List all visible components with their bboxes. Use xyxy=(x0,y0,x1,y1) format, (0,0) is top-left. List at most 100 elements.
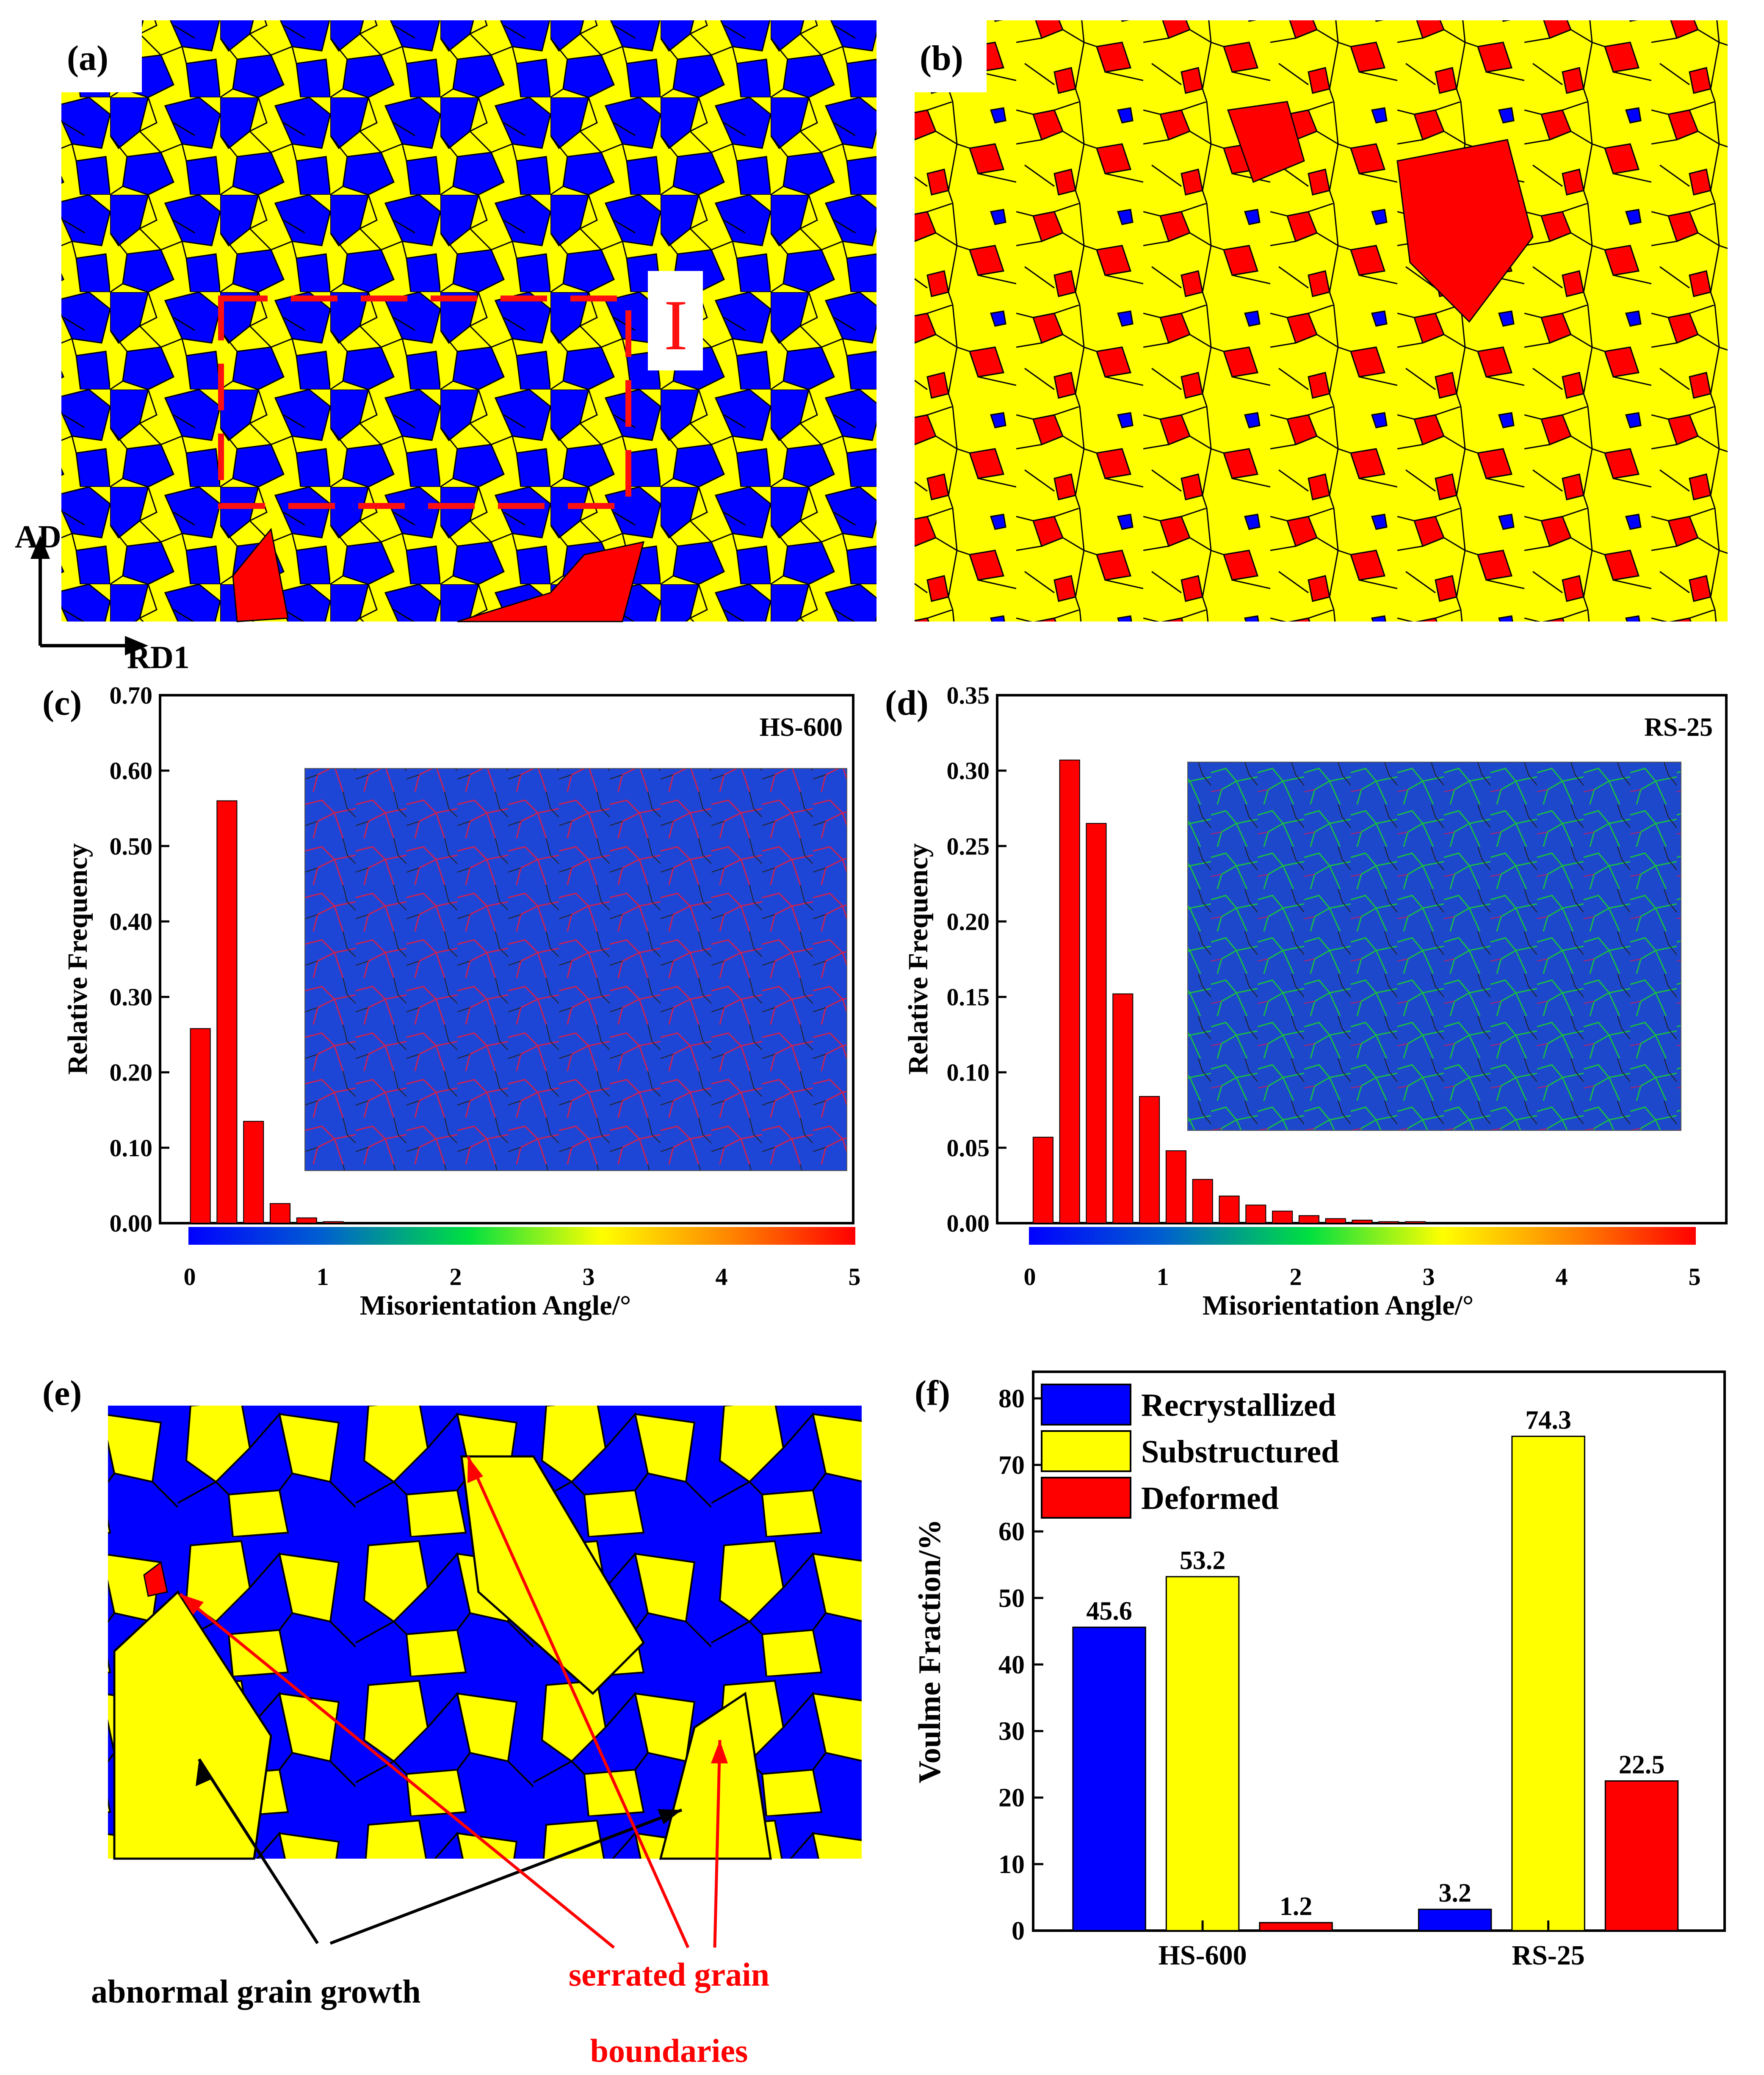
x-axis-label-c: Misorientation Angle/° xyxy=(360,1290,631,1321)
y-tick-label: 60 xyxy=(998,1517,1025,1546)
histogram-bar xyxy=(1378,1221,1399,1224)
x-category-label: RS-25 xyxy=(1512,1940,1584,1971)
x-tick-label: 4 xyxy=(1556,1263,1568,1290)
histogram-bar xyxy=(1245,1205,1266,1224)
bars-f: 45.6 53.2 1.2 3.2 74.3 22.5 xyxy=(1072,1406,1679,1931)
y-tick-label: 0.10 xyxy=(947,1059,990,1086)
arrow-red-1 xyxy=(179,1593,615,1949)
histogram-bar xyxy=(190,1028,211,1224)
map-e-abnormal-grain xyxy=(113,1590,272,1860)
histogram-bar xyxy=(1325,1218,1346,1224)
y-tick-label: 0.20 xyxy=(947,908,990,935)
y-tick-label: 0.30 xyxy=(110,984,153,1011)
data-label: 22.5 xyxy=(1619,1750,1665,1779)
arrow-black-2 xyxy=(329,1808,683,1945)
histogram-bar xyxy=(269,1203,291,1224)
y-tick-label: 0.25 xyxy=(947,832,990,860)
y-tick-label: 50 xyxy=(998,1584,1025,1613)
arrow-up-icon xyxy=(30,536,50,559)
bar-deformed-hs-600 xyxy=(1259,1922,1333,1931)
x-tick-label: 4 xyxy=(716,1263,728,1290)
map-b-ebsd xyxy=(915,20,1728,622)
y-tick-label: 30 xyxy=(998,1717,1025,1746)
y-ticks-f: 0 10 20 30 40 50 60 70 80 xyxy=(998,1384,1043,1945)
bars-c xyxy=(190,800,370,1224)
x-tick-label: 3 xyxy=(1423,1263,1435,1290)
y-tick-label: 80 xyxy=(998,1384,1025,1413)
legend-label: Deformed xyxy=(1141,1481,1279,1516)
y-tick-label: 70 xyxy=(998,1451,1025,1480)
y-axis-label-f: Voulme Fraction/% xyxy=(912,1519,947,1783)
histogram-bar xyxy=(349,1222,370,1224)
bar-recrystallized-rs-25 xyxy=(1418,1909,1492,1931)
map-e-abnormal-grain xyxy=(460,1455,645,1695)
x-categories-f: HS-600 RS-25 xyxy=(1158,1920,1585,1971)
data-label: 53.2 xyxy=(1180,1546,1226,1575)
panel-f: (f) 45.6 53.2 1.2 3.2 74.3 22.5 0 10 20 30 40 50 60… xyxy=(912,1370,1726,1971)
y-tick-label: 0.70 xyxy=(110,682,153,709)
arrow-red-2 xyxy=(466,1456,690,1948)
bar-deformed-rs-25 xyxy=(1604,1780,1679,1931)
x-ticks-c: 0 1 2 3 4 5 xyxy=(184,1263,861,1290)
histogram-bar xyxy=(1032,1136,1053,1224)
arrow-head-icon xyxy=(658,1809,682,1824)
legend-swatch xyxy=(1041,1477,1131,1519)
x-ticks-d: 0 1 2 3 4 5 xyxy=(1024,1263,1701,1290)
panel-label-f: (f) xyxy=(915,1373,950,1413)
panel-a: (a) I AD RD1 xyxy=(15,20,876,675)
panel-c: (c) 0.00 0.10 0.20 0.30 0.40 0.50 0.60 0.70 0 1 2… xyxy=(42,682,861,1321)
panel-label-a: (a) xyxy=(67,39,108,78)
y-tick-label: 0.20 xyxy=(110,1059,153,1086)
histogram-bar xyxy=(1112,993,1134,1224)
annotation-serrated-line2: boundaries xyxy=(590,2032,748,2069)
panel-label-c: (c) xyxy=(42,683,82,723)
map-e-abnormal-grain xyxy=(659,1691,772,1860)
data-label: 1.2 xyxy=(1280,1892,1313,1921)
region-label-I: I xyxy=(664,285,688,365)
histogram-bar xyxy=(216,800,238,1224)
y-tick-label: 0.35 xyxy=(947,682,990,709)
bar-substructured-rs-25 xyxy=(1511,1435,1585,1931)
colorbar-c xyxy=(188,1227,855,1245)
bar-substructured-hs-600 xyxy=(1165,1576,1240,1931)
y-ticks-d: 0.00 0.05 0.10 0.15 0.20 0.25 0.30 0.35 xyxy=(947,682,1006,1237)
y-tick-label: 0.40 xyxy=(110,908,153,935)
y-tick-label: 0.60 xyxy=(110,757,153,785)
arrow-black-1 xyxy=(198,1758,319,1944)
map-a-deformed-grain xyxy=(457,541,645,622)
chart-title-d: RS-25 xyxy=(1644,713,1713,742)
axis-arrows: AD RD1 xyxy=(15,519,190,675)
map-b-deformed-cluster xyxy=(1227,101,1305,183)
histogram-bar xyxy=(1139,1096,1160,1224)
histogram-bar xyxy=(1059,760,1080,1224)
region-label-bg xyxy=(648,271,703,370)
panel-label-d: (d) xyxy=(885,683,929,723)
bar-recrystallized-hs-600 xyxy=(1072,1626,1146,1931)
map-e-deformed-grain xyxy=(143,1561,168,1597)
x-tick-label: 1 xyxy=(317,1263,329,1290)
histogram-bar xyxy=(1192,1179,1213,1224)
histogram-bar xyxy=(1405,1221,1426,1224)
x-tick-label: 2 xyxy=(1290,1263,1302,1290)
arrow-red-3 xyxy=(713,1740,722,1948)
y-tick-label: 0.05 xyxy=(947,1134,990,1162)
annotation-abnormal-grain-growth: abnormal grain growth xyxy=(91,1973,421,2010)
x-tick-label: 0 xyxy=(184,1263,196,1290)
y-tick-label: 40 xyxy=(998,1650,1025,1679)
inset-map-d xyxy=(1187,762,1681,1131)
histogram-bar xyxy=(1352,1219,1373,1224)
arrow-head-icon xyxy=(180,1594,204,1615)
y-tick-label: 0 xyxy=(1012,1917,1025,1945)
arrow-head-icon xyxy=(467,1456,483,1483)
arrow-head-icon xyxy=(711,1740,728,1763)
arrow-right-icon xyxy=(125,636,148,655)
data-label: 45.6 xyxy=(1086,1597,1132,1625)
histogram-bar xyxy=(1272,1210,1293,1224)
y-tick-label: 0.30 xyxy=(947,757,990,785)
data-label: 74.3 xyxy=(1525,1406,1571,1434)
panel-e: (e) abnormal grain growth serrated grain… xyxy=(42,1373,862,2069)
arrow-head-icon xyxy=(196,1759,211,1786)
y-tick-label: 0.50 xyxy=(110,832,153,860)
y-ticks-c: 0.00 0.10 0.20 0.30 0.40 0.50 0.60 0.70 xyxy=(110,682,169,1237)
